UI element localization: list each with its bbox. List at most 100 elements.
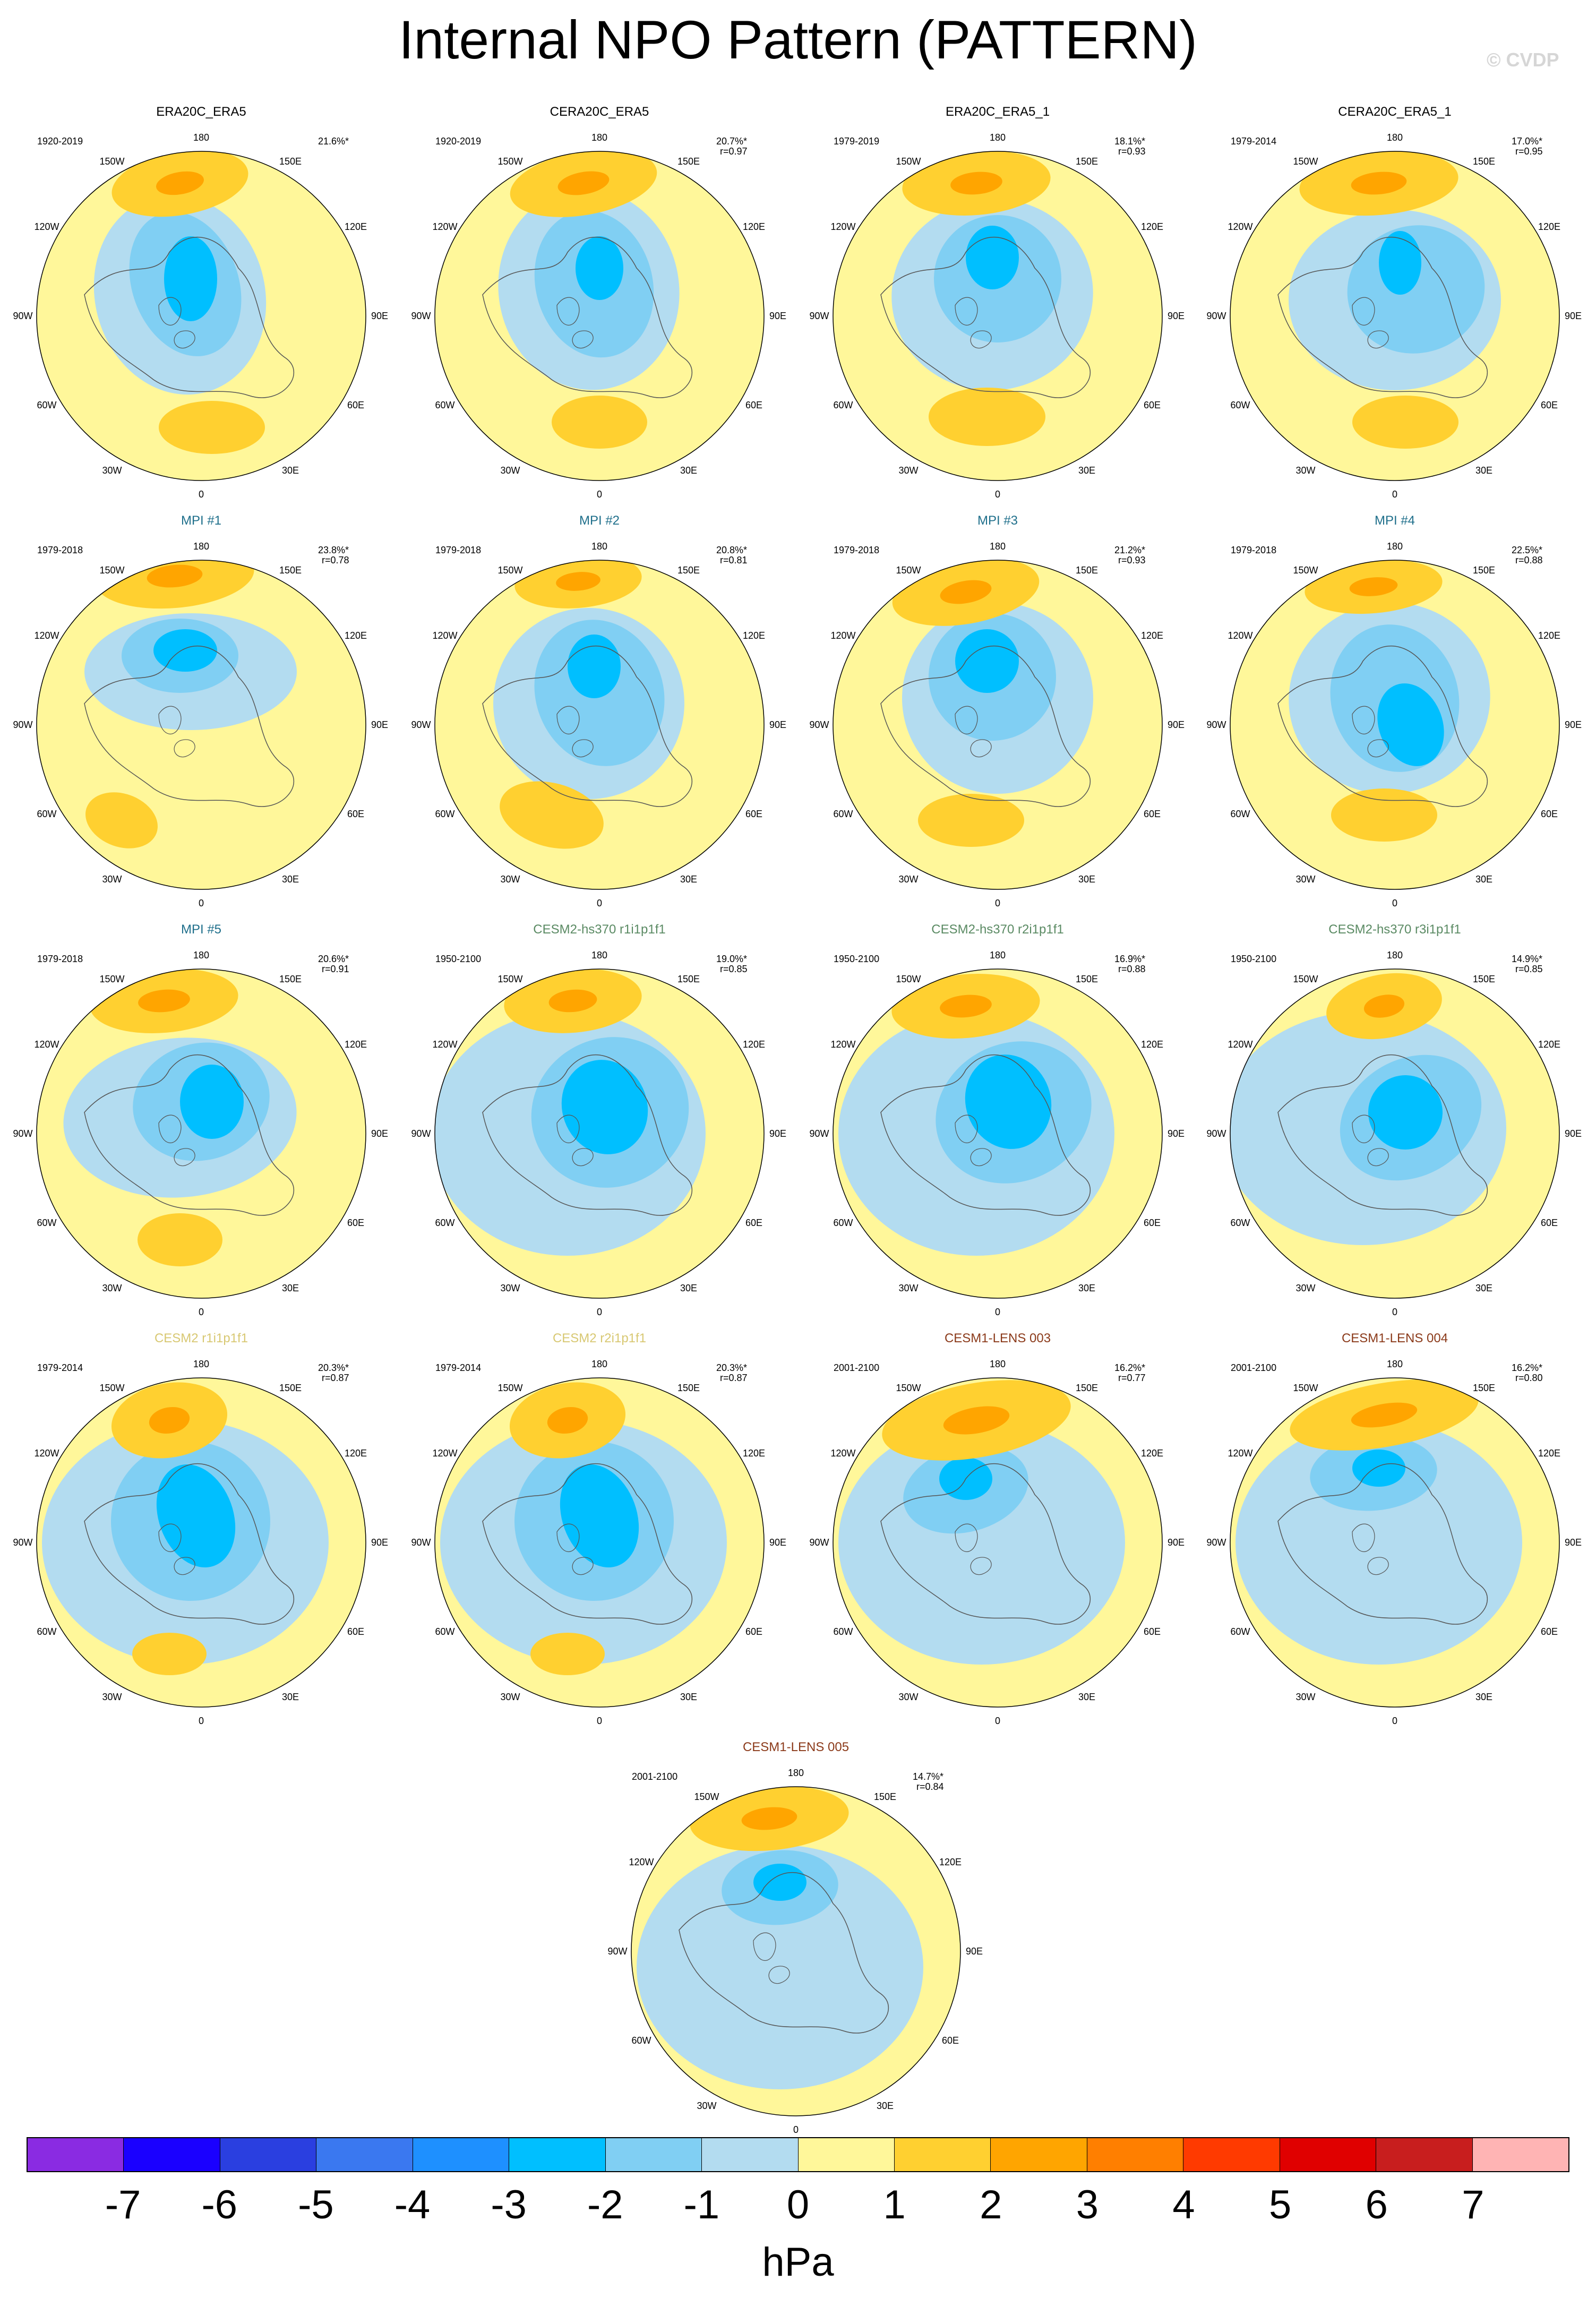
longitude-label: 60W <box>37 1217 57 1228</box>
map-panel: 180 150E 120E 90E 60E 30E 0 30W 60W 90W 120W 150W MP… <box>411 512 786 908</box>
longitude-label: 150W <box>896 565 921 576</box>
map-panel: 180 150E 120E 90E 60E 30E 0 30W 60W 90W 120W 150W CE… <box>809 921 1185 1317</box>
panel-pattern-correlation: r=0.88 <box>1515 555 1543 565</box>
cvdp-watermark: © CVDP <box>1487 49 1559 71</box>
map-panel: 180 150E 120E 90E 60E 30E 0 30W 60W 90W 120W 150W CE… <box>607 1739 983 2135</box>
longitude-label: 0 <box>597 898 602 908</box>
arctic-islands <box>1352 1523 1389 1575</box>
polar-map: 180 150E 120E 90E 60E 30E 0 30W 60W 90W 120W 150W <box>1206 1359 1582 1726</box>
longitude-label: 120W <box>432 1039 457 1050</box>
coastline <box>880 1463 1091 1625</box>
longitude-label: 180 <box>990 541 1006 552</box>
north-pacific-positive-core <box>547 1407 588 1434</box>
colorbar-tick-label: 2 <box>980 2182 1002 2227</box>
longitude-label: 90W <box>1206 719 1226 730</box>
map-border <box>36 1377 366 1708</box>
longitude-label: 30E <box>282 1283 299 1293</box>
longitude-label: 90E <box>1565 311 1582 321</box>
longitude-label: 120W <box>34 221 59 232</box>
coastline <box>679 1872 889 2034</box>
panel-title: MPI #2 <box>579 513 620 528</box>
arctic-islands <box>1352 297 1389 349</box>
longitude-label: 60W <box>632 2035 651 2046</box>
longitude-label: 150E <box>677 974 700 984</box>
colorbar-tick-label: 5 <box>1268 2182 1292 2227</box>
longitude-label: 90E <box>769 311 786 321</box>
longitude-label: 30W <box>1295 1283 1315 1293</box>
panel-variance-percent: 21.2%* <box>1114 545 1146 555</box>
longitude-label: 180 <box>591 1359 607 1369</box>
longitude-label: 30E <box>1078 1283 1095 1293</box>
longitude-label: 60W <box>1231 1217 1250 1228</box>
atlantic-positive-lobe <box>85 792 158 848</box>
map-panel: 180 150E 120E 90E 60E 30E 0 30W 60W 90W 120W 150W MP… <box>809 512 1185 908</box>
panel-pattern-correlation: r=0.85 <box>720 964 748 974</box>
panel-title: MPI #5 <box>181 922 222 937</box>
longitude-label: 150W <box>896 156 921 167</box>
panel-variance-percent: 20.3%* <box>318 1362 349 1373</box>
colorbar-swatch <box>702 2138 799 2171</box>
longitude-label: 60E <box>1541 809 1558 819</box>
atlantic-positive-lobe <box>918 794 1024 847</box>
longitude-label: 60W <box>1231 1626 1250 1637</box>
coastline <box>482 1054 692 1216</box>
longitude-label: 90W <box>809 1128 829 1139</box>
longitude-label: 180 <box>788 1768 804 1778</box>
coastline <box>1277 1463 1488 1625</box>
longitude-label: 150W <box>1293 565 1318 576</box>
map-panel: 180 150E 120E 90E 60E 30E 0 30W 60W 90W 120W 150W MP… <box>13 921 388 1317</box>
longitude-label: 150E <box>1076 1383 1098 1393</box>
longitude-label: 60E <box>347 1626 364 1637</box>
longitude-label: 90W <box>809 311 829 321</box>
colorbar-swatch <box>509 2138 606 2171</box>
panel-title: CESM1-LENS 004 <box>1341 1331 1448 1345</box>
longitude-label: 30E <box>680 1692 697 1702</box>
colorbar-swatch <box>220 2138 317 2171</box>
atlantic-positive-lobe <box>138 1213 222 1266</box>
map-border <box>434 560 765 890</box>
longitude-label: 30E <box>1475 874 1492 885</box>
coastline <box>84 237 294 398</box>
colorbar-swatch <box>894 2138 991 2171</box>
colorbar-unit-label: hPa <box>762 2240 834 2285</box>
map-border <box>434 968 765 1299</box>
polar-map: 180 150E 120E 90E 60E 30E 0 30W 60W 90W 120W 150W <box>809 132 1185 500</box>
map-panel: 180 150E 120E 90E 60E 30E 0 30W 60W 90W 120W 150W CE… <box>411 921 786 1317</box>
polar-map: 180 150E 120E 90E 60E 30E 0 30W 60W 90W 120W 150W <box>1206 950 1582 1317</box>
colorbar-swatch <box>124 2138 220 2171</box>
longitude-label: 120W <box>432 221 457 232</box>
page-title: Internal NPO Pattern (PATTERN) <box>399 10 1197 70</box>
arctic-islands <box>556 1114 594 1167</box>
panel-variance-percent: 16.9%* <box>1114 954 1146 964</box>
panel-variance-percent: 18.1%* <box>1114 136 1146 147</box>
arctic-islands <box>158 1523 195 1575</box>
longitude-label: 30W <box>102 1692 122 1702</box>
map-border <box>1230 968 1560 1299</box>
longitude-label: 0 <box>597 1307 602 1317</box>
longitude-label: 120W <box>34 1448 59 1459</box>
longitude-label: 0 <box>995 898 1000 908</box>
polar-map: 180 150E 120E 90E 60E 30E 0 30W 60W 90W 120W 150W <box>411 132 786 500</box>
polar-map: 180 150E 120E 90E 60E 30E 0 30W 60W 90W 120W 150W <box>809 1359 1185 1726</box>
longitude-label: 150W <box>896 1383 921 1393</box>
coastline <box>482 237 692 398</box>
colorbar-swatch <box>605 2138 702 2171</box>
map-panel: 180 150E 120E 90E 60E 30E 0 30W 60W 90W 120W 150W CE… <box>1206 104 1582 500</box>
negative-anomaly-contour-3 <box>1352 1450 1405 1487</box>
colorbar-swatch <box>798 2138 895 2171</box>
map-panel: 180 150E 120E 90E 60E 30E 0 30W 60W 90W 120W 150W MP… <box>1206 512 1582 908</box>
longitude-label: 180 <box>193 541 209 552</box>
longitude-label: 120W <box>830 221 855 232</box>
negative-anomaly-contour-3 <box>965 1054 1052 1149</box>
polar-map: 180 150E 120E 90E 60E 30E 0 30W 60W 90W 120W 150W <box>411 1359 786 1726</box>
colorbar-tick-label: -1 <box>683 2182 720 2227</box>
longitude-label: 180 <box>193 132 209 143</box>
north-pacific-positive-core <box>556 572 600 591</box>
longitude-label: 120W <box>432 630 457 641</box>
longitude-label: 120W <box>432 1448 457 1459</box>
arctic-islands <box>955 706 992 758</box>
longitude-label: 60E <box>347 1217 364 1228</box>
colorbar-swatch <box>413 2138 510 2171</box>
map-border <box>833 151 1163 481</box>
panel-title: CERA20C_ERA5 <box>550 105 649 119</box>
